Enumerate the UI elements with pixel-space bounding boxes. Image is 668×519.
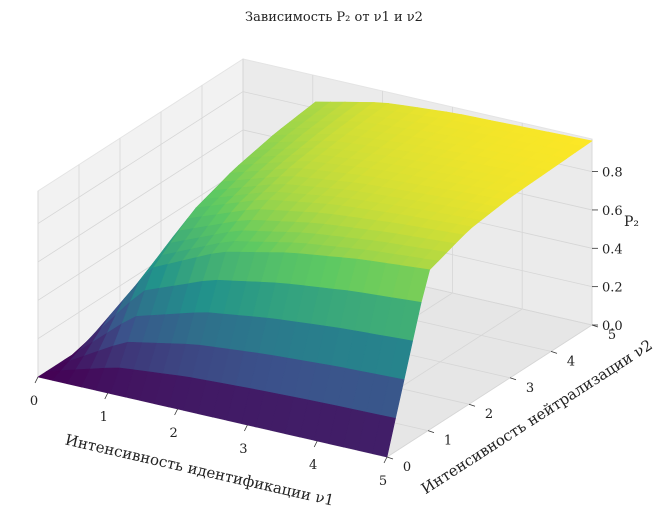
- x-tick-mark: [383, 456, 388, 464]
- x-tick-mark: [313, 440, 318, 448]
- x-tick-label: 4: [309, 458, 317, 473]
- x-tick-label: 1: [100, 410, 108, 425]
- z-tick-label: 0.6: [602, 204, 623, 219]
- y-tick-mark: [468, 403, 476, 407]
- y-tick-mark: [509, 377, 517, 381]
- z-tick-label: 0.8: [602, 166, 623, 181]
- y-tick-label: 1: [444, 434, 452, 449]
- chart-title: Зависимость P₂ от ν1 и ν2: [245, 10, 423, 25]
- x-tick-label: 3: [239, 442, 247, 457]
- surface: [37, 101, 593, 458]
- y-tick-label: 0: [403, 460, 411, 475]
- y-tick-mark: [427, 430, 435, 433]
- y-tick-label: 3: [526, 381, 534, 396]
- x-tick-label: 0: [30, 394, 38, 409]
- y-tick-label: 4: [567, 354, 575, 369]
- y-tick-label: 5: [608, 328, 616, 343]
- grid-line-z-left: [37, 129, 244, 263]
- x-tick-mark: [104, 392, 109, 400]
- x-axis-label: Интенсивность идентификации ν1: [63, 431, 335, 510]
- z-tick-label: 0.0: [602, 319, 623, 334]
- z-axis-label: P₂: [624, 214, 639, 230]
- y-tick-label: 2: [485, 407, 493, 422]
- x-tick-label: 5: [379, 474, 387, 489]
- grid-line-z-left: [37, 167, 244, 301]
- x-tick-mark: [244, 424, 248, 432]
- x-tick-mark: [174, 408, 178, 416]
- x-tick-label: 2: [169, 426, 177, 441]
- z-tick-label: 0.2: [602, 281, 623, 296]
- surface-cell: [372, 414, 396, 458]
- grid-line-x-floor: [386, 324, 593, 458]
- x-tick-mark: [34, 376, 39, 384]
- y-tick-mark: [386, 456, 394, 460]
- grid-line-z-left: [37, 91, 244, 224]
- y-tick-mark: [550, 351, 558, 354]
- z-tick-label: 0.4: [602, 242, 623, 257]
